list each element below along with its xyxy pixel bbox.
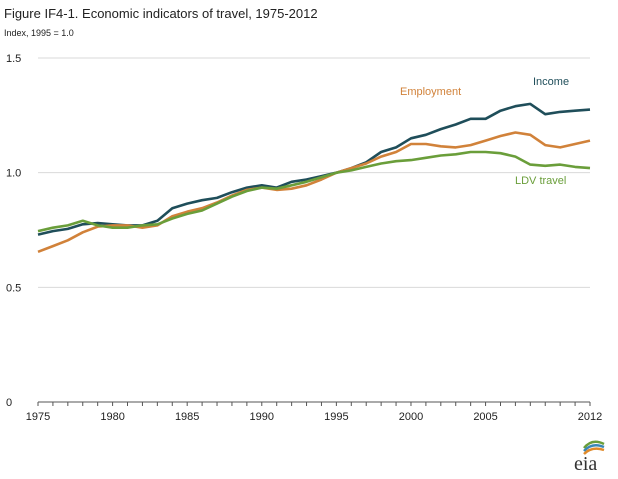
x-tick-label: 2005	[473, 411, 497, 423]
series-label-ldv-travel: LDV travel	[515, 175, 566, 187]
axes: 0 0.5 1.0 1.5 1975 1980 1985 1990 1995 2000 2005 20…	[6, 53, 602, 423]
series-label-employment: Employment	[400, 86, 461, 98]
chart-title: Figure IF4-1. Economic indicators of tra…	[4, 6, 318, 21]
gridlines	[38, 57, 590, 288]
y-tick-label: 0.5	[6, 282, 21, 294]
logo-text: eia	[574, 453, 597, 474]
series-labels: Income Employment LDV travel	[400, 76, 569, 187]
series-lines	[37, 102, 591, 254]
x-tick-label: 2000	[399, 411, 423, 423]
series-label-income: Income	[533, 76, 569, 88]
eia-logo-icon: eia	[574, 440, 605, 474]
x-tick-label: 1985	[175, 411, 199, 423]
x-tick-label: 1975	[26, 411, 50, 423]
series-line-ldv-travel	[37, 150, 591, 233]
series-line-income	[37, 102, 591, 236]
y-tick-label: 1.5	[6, 53, 21, 65]
y-axis-label: Index, 1995 = 1.0	[4, 28, 74, 38]
series-line-employment	[37, 131, 591, 254]
y-tick-label: 1.0	[6, 168, 21, 180]
x-tick-label: 2012	[578, 411, 602, 423]
y-tick-label: 0	[6, 397, 12, 409]
x-tick-label: 1990	[250, 411, 274, 423]
x-tick-label: 1995	[324, 411, 348, 423]
x-tick-label: 1980	[100, 411, 124, 423]
